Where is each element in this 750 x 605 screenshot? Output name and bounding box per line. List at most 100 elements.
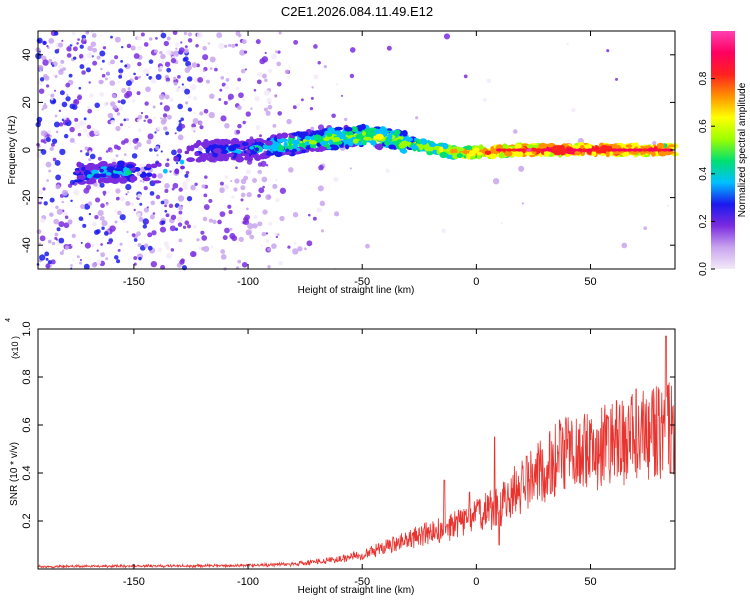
heatmap-cell (401, 129, 408, 137)
x-tick-label: -100 (237, 276, 259, 288)
heatmap-cell (209, 56, 216, 63)
heatmap-cell (126, 230, 129, 234)
heatmap-cell (292, 212, 299, 218)
heatmap-cell (231, 195, 235, 199)
heatmap-cell (256, 79, 262, 85)
heatmap-cell (626, 148, 633, 152)
heatmap-cell (267, 104, 273, 110)
heatmap-cell (314, 134, 322, 141)
heatmap-cell (165, 245, 170, 250)
heatmap-cell (138, 216, 144, 222)
snr-series (37, 335, 676, 569)
heatmap-cell (69, 179, 75, 185)
heatmap-cell (245, 153, 250, 158)
heatmap-cell (186, 157, 196, 163)
heatmap-cell (265, 164, 269, 167)
heatmap-cell (54, 114, 58, 118)
heatmap-cell (38, 88, 45, 94)
heatmap-cell (40, 149, 47, 155)
heatmap-cell (86, 124, 92, 130)
heatmap-cell (160, 32, 167, 39)
heatmap-cell (38, 50, 41, 53)
heatmap-cell (239, 49, 246, 56)
heatmap-cell (368, 127, 377, 132)
heatmap-cell (41, 107, 45, 111)
heatmap-cell (177, 134, 184, 141)
heatmap-cell (60, 59, 65, 64)
heatmap-cell (326, 132, 333, 137)
heatmap-cell (621, 148, 628, 152)
heatmap-cell (165, 77, 171, 82)
heatmap-cell (210, 245, 214, 249)
heatmap-cell (247, 156, 253, 162)
heatmap-cell (94, 102, 100, 109)
heatmap-cell (222, 235, 228, 241)
heatmap-cell (257, 194, 261, 198)
heatmap-cell (194, 151, 200, 157)
heatmap-cell (258, 187, 265, 194)
heatmap-cell (250, 107, 253, 110)
heatmap-cell (74, 170, 80, 174)
heatmap-cell (301, 149, 307, 154)
heatmap-cell (641, 148, 649, 152)
heatmap-cell (69, 137, 75, 143)
heatmap-cell (109, 225, 116, 232)
heatmap-cell (131, 99, 136, 103)
heatmap-cell (187, 95, 191, 99)
heatmap-cell (66, 46, 72, 52)
heatmap-cell (304, 135, 312, 141)
heatmap-cell (46, 44, 49, 48)
heatmap-cell (83, 117, 87, 121)
heatmap-cell (119, 242, 123, 246)
y-tick-label: 0.2 (21, 513, 33, 528)
heatmap-cell (213, 147, 222, 154)
heatmap-cell (556, 148, 563, 152)
heatmap-cell (254, 95, 260, 102)
heatmap-cell (122, 219, 127, 224)
heatmap-cell (202, 69, 206, 73)
heatmap-cell (154, 131, 157, 134)
heatmap-cell (177, 216, 183, 222)
heatmap-cell (221, 82, 226, 87)
heatmap-cell (84, 146, 89, 151)
heatmap-cell (157, 247, 163, 253)
heatmap-cell (51, 64, 55, 67)
heatmap-cell (228, 43, 232, 48)
heatmap-cell (335, 83, 339, 86)
heatmap-cell (103, 231, 109, 236)
heatmap-cell (105, 257, 109, 261)
heatmap-cell (148, 37, 153, 41)
heatmap-cell (220, 249, 226, 254)
heatmap-cell (155, 37, 158, 40)
heatmap-cell (432, 149, 438, 155)
heatmap-cell (179, 259, 185, 265)
heatmap-cell (42, 40, 47, 45)
heatmap-cell (64, 215, 69, 220)
heatmap-cell (54, 89, 57, 92)
heatmap-cell (202, 45, 207, 51)
heatmap-cell (78, 120, 85, 126)
heatmap-cell (133, 238, 138, 242)
heatmap-cell (583, 144, 592, 150)
heatmap-cell (145, 163, 152, 169)
heatmap-cell (140, 111, 144, 115)
heatmap-cell (48, 37, 55, 44)
heatmap-cell (209, 93, 215, 99)
heatmap-cell (164, 183, 170, 189)
heatmap-cell (518, 165, 525, 172)
heatmap-cell (114, 220, 118, 224)
snr-ylabel: SNR (10 * v/v) (9, 442, 20, 506)
heatmap-cell (656, 142, 665, 149)
heatmap-cell (234, 178, 240, 184)
heatmap-cell (164, 188, 169, 193)
heatmap-cell (157, 126, 161, 131)
heatmap-cell (136, 142, 142, 148)
heatmap-cell (511, 148, 518, 152)
heatmap-cell (172, 182, 179, 189)
heatmap-cell (38, 242, 42, 245)
heatmap-cell (178, 47, 185, 53)
heatmap-cell (513, 129, 518, 134)
heatmap-cell (129, 202, 134, 207)
heatmap-cell (47, 130, 52, 135)
